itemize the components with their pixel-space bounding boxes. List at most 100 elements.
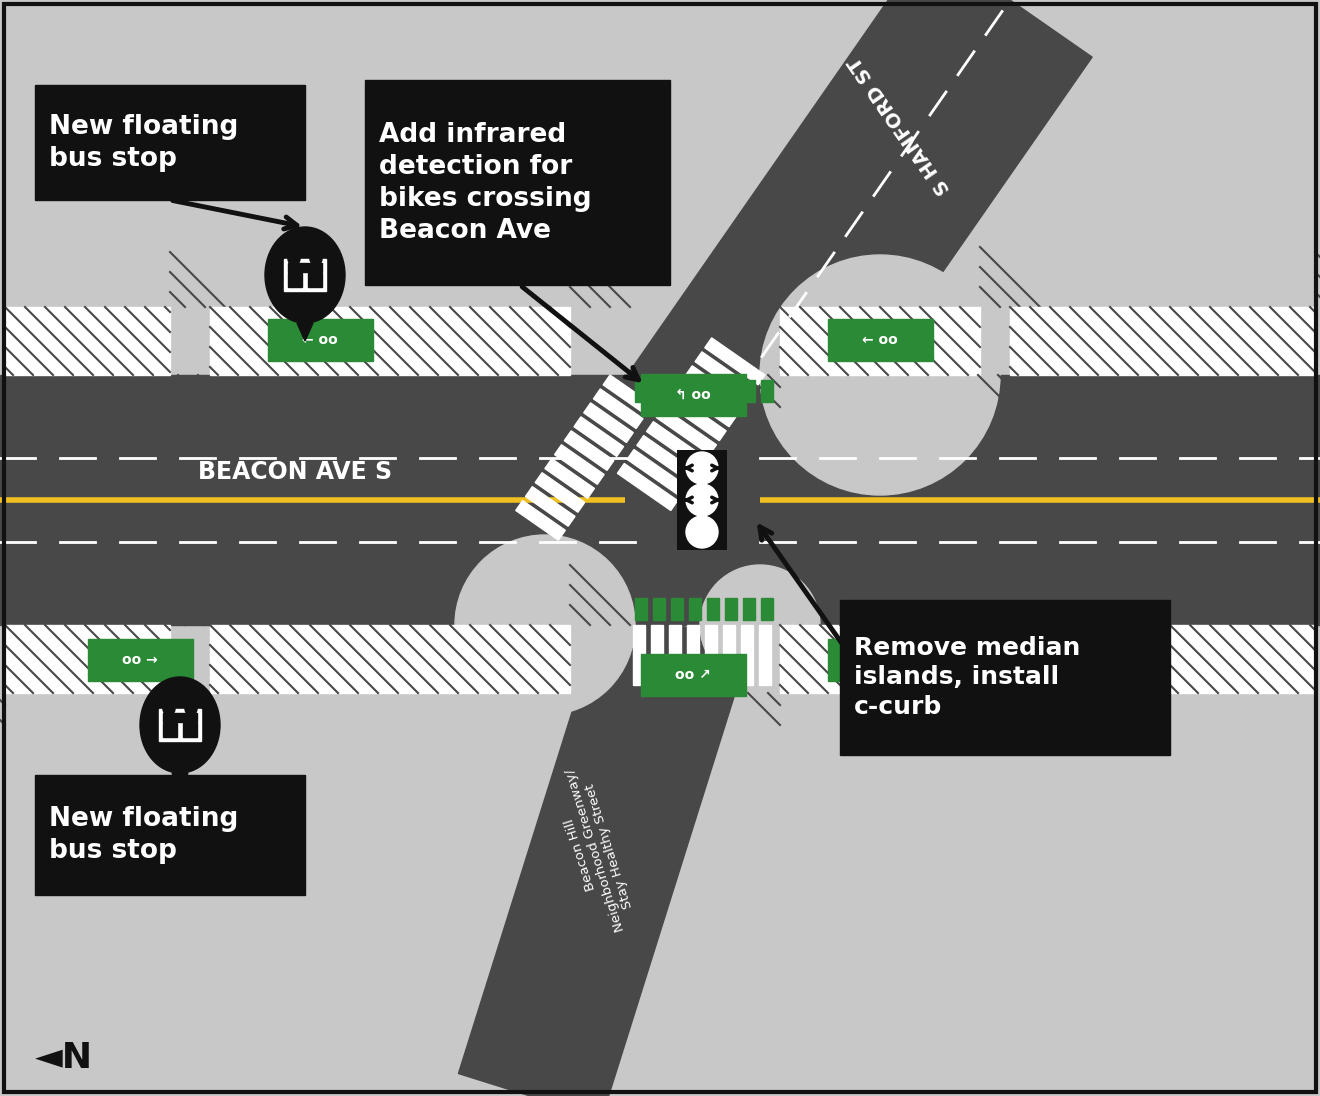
Text: Beacon Hill
Neighborhood Greenway/
Stay Healthy Street: Beacon Hill Neighborhood Greenway/ Stay … <box>549 763 642 937</box>
Polygon shape <box>594 389 643 429</box>
Bar <box>840 600 1170 755</box>
Bar <box>669 625 681 685</box>
Text: ← oo: ← oo <box>862 333 898 347</box>
Circle shape <box>700 566 820 685</box>
Bar <box>677 450 727 550</box>
Bar <box>780 625 979 693</box>
Text: oo ↗: oo ↗ <box>675 667 711 682</box>
Bar <box>743 380 755 402</box>
Polygon shape <box>676 379 735 426</box>
Circle shape <box>185 703 197 715</box>
Circle shape <box>455 535 635 715</box>
Text: oo →: oo → <box>123 653 158 667</box>
Bar <box>36 775 305 895</box>
Bar <box>162 723 177 737</box>
Bar <box>725 598 737 620</box>
Circle shape <box>288 253 300 265</box>
Bar <box>36 85 305 199</box>
Bar <box>268 319 374 361</box>
Bar <box>762 598 774 620</box>
Bar <box>653 598 665 620</box>
Text: BEACON AVE S: BEACON AVE S <box>198 460 392 484</box>
Bar <box>634 625 645 685</box>
Polygon shape <box>554 445 605 484</box>
Bar <box>288 263 322 272</box>
Circle shape <box>686 516 718 548</box>
Bar <box>635 598 647 620</box>
Bar <box>210 307 570 375</box>
Polygon shape <box>609 0 1092 517</box>
Text: oo →: oo → <box>862 653 898 667</box>
Bar <box>723 625 735 685</box>
Polygon shape <box>636 435 697 482</box>
Bar <box>1010 625 1315 693</box>
Polygon shape <box>583 403 634 443</box>
Polygon shape <box>535 472 585 512</box>
Bar <box>708 598 719 620</box>
Bar <box>162 713 197 722</box>
Bar <box>1010 307 1315 375</box>
Text: New floating
bus stop: New floating bus stop <box>49 114 239 171</box>
Polygon shape <box>656 408 717 455</box>
Ellipse shape <box>265 227 345 323</box>
Bar <box>624 375 760 625</box>
Polygon shape <box>667 393 726 441</box>
Bar <box>183 723 197 737</box>
Circle shape <box>686 452 718 484</box>
Polygon shape <box>565 431 614 470</box>
Bar <box>759 625 771 685</box>
Circle shape <box>162 703 176 715</box>
Bar <box>671 598 682 620</box>
Bar <box>366 80 671 285</box>
Bar <box>705 625 717 685</box>
Polygon shape <box>458 603 750 1096</box>
Polygon shape <box>696 352 755 399</box>
Bar <box>642 654 746 696</box>
Bar <box>5 625 170 693</box>
Bar <box>653 380 665 402</box>
Bar <box>88 639 193 681</box>
Bar <box>689 380 701 402</box>
Circle shape <box>686 484 718 516</box>
Bar <box>288 273 302 287</box>
Bar <box>725 380 737 402</box>
Bar <box>284 259 326 292</box>
Text: ← oo: ← oo <box>302 333 338 347</box>
Polygon shape <box>516 501 565 540</box>
Bar <box>5 307 170 375</box>
Bar <box>671 380 682 402</box>
Bar <box>828 639 933 681</box>
Bar <box>686 625 700 685</box>
Polygon shape <box>297 323 313 341</box>
Text: S HANFORD ST: S HANFORD ST <box>846 53 954 197</box>
Text: Add infrared
detection for
bikes crossing
Beacon Ave: Add infrared detection for bikes crossin… <box>379 122 591 243</box>
Polygon shape <box>574 416 623 456</box>
Bar <box>689 598 701 620</box>
Polygon shape <box>705 338 766 385</box>
Bar <box>741 625 752 685</box>
Bar <box>158 709 201 741</box>
Bar <box>828 319 933 361</box>
Polygon shape <box>545 459 594 499</box>
Text: ◄N: ◄N <box>36 1041 94 1075</box>
Circle shape <box>310 253 322 265</box>
Bar <box>635 380 647 402</box>
Polygon shape <box>525 487 576 526</box>
Bar <box>780 307 979 375</box>
Bar <box>308 273 322 287</box>
Bar <box>0 375 1320 625</box>
Bar <box>642 374 746 416</box>
Polygon shape <box>627 449 688 496</box>
Bar <box>708 380 719 402</box>
Circle shape <box>760 255 1001 495</box>
Text: Remove median
islands, install
c-curb: Remove median islands, install c-curb <box>854 636 1080 719</box>
Polygon shape <box>603 375 652 414</box>
Bar <box>210 625 570 693</box>
Text: ↰ oo: ↰ oo <box>675 388 711 402</box>
Bar <box>651 625 663 685</box>
Bar <box>762 380 774 402</box>
Ellipse shape <box>140 677 220 773</box>
Polygon shape <box>685 366 746 413</box>
Polygon shape <box>647 422 706 469</box>
Polygon shape <box>618 464 677 511</box>
